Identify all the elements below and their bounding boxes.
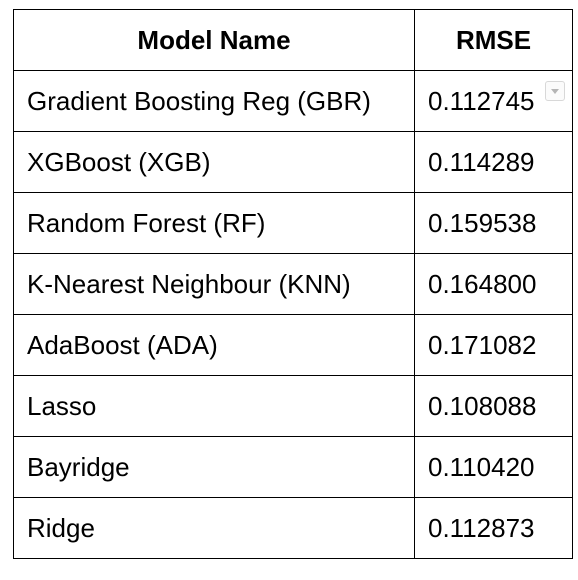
rmse-cell[interactable]: 0.159538 xyxy=(414,192,573,254)
rmse-cell[interactable]: 0.114289 xyxy=(414,131,573,193)
model-name-cell[interactable]: K-Nearest Neighbour (KNN) xyxy=(13,253,415,315)
header-row: Model Name RMSE xyxy=(13,9,573,71)
table-row: Lasso 0.108088 xyxy=(13,375,573,437)
header-model-name: Model Name xyxy=(13,9,415,71)
model-name-cell[interactable]: XGBoost (XGB) xyxy=(13,131,415,193)
table-row: Random Forest (RF) 0.159538 xyxy=(13,192,573,254)
model-name-cell[interactable]: Lasso xyxy=(13,375,415,437)
table-row: AdaBoost (ADA) 0.171082 xyxy=(13,314,573,376)
rmse-cell[interactable]: 0.112873 xyxy=(414,497,573,559)
results-table: Model Name RMSE Gradient Boosting Reg (G… xyxy=(13,9,573,559)
header-rmse: RMSE xyxy=(414,9,573,71)
rmse-cell[interactable]: 0.171082 xyxy=(414,314,573,376)
model-name-cell[interactable]: Gradient Boosting Reg (GBR) xyxy=(13,70,415,132)
model-name-cell[interactable]: Ridge xyxy=(13,497,415,559)
table-row: Bayridge 0.110420 xyxy=(13,436,573,498)
rmse-value: 0.112745 xyxy=(428,86,535,116)
model-name-cell[interactable]: AdaBoost (ADA) xyxy=(13,314,415,376)
rmse-cell[interactable]: 0.112745 xyxy=(414,70,573,132)
rmse-cell[interactable]: 0.110420 xyxy=(414,436,573,498)
table-row: Ridge 0.112873 xyxy=(13,497,573,559)
table-row: K-Nearest Neighbour (KNN) 0.164800 xyxy=(13,253,573,315)
chevron-down-icon[interactable] xyxy=(545,81,565,101)
table-row: Gradient Boosting Reg (GBR) 0.112745 xyxy=(13,70,573,132)
rmse-cell[interactable]: 0.164800 xyxy=(414,253,573,315)
model-name-cell[interactable]: Bayridge xyxy=(13,436,415,498)
rmse-cell[interactable]: 0.108088 xyxy=(414,375,573,437)
table-row: XGBoost (XGB) 0.114289 xyxy=(13,131,573,193)
model-name-cell[interactable]: Random Forest (RF) xyxy=(13,192,415,254)
